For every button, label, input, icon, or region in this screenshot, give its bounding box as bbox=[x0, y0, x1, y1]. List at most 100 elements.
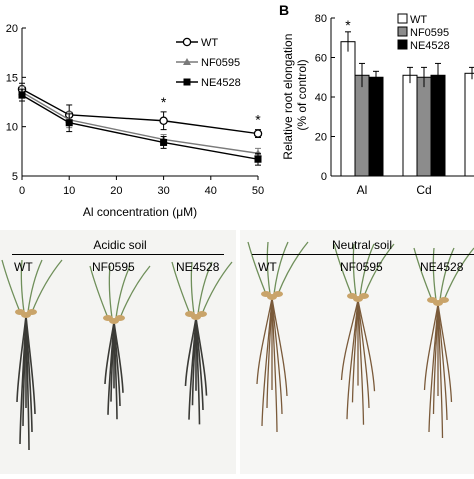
line-chart-legend-marker bbox=[183, 58, 191, 65]
bar-chart-y-axis-label: Relative root elongation (% of control) bbox=[281, 30, 309, 159]
seedling-shoot bbox=[333, 243, 353, 297]
seedling-shoot bbox=[413, 247, 433, 301]
seedling bbox=[171, 261, 233, 425]
acidic-soil-underline bbox=[12, 254, 224, 255]
bar-chart-legend-label: NE4528 bbox=[410, 40, 450, 52]
neutral-label-wt: WT bbox=[258, 260, 277, 274]
seedling-shoot bbox=[31, 259, 63, 313]
seedling-shoot bbox=[27, 259, 43, 313]
bar-chart-y-tick-label: 20 bbox=[315, 132, 327, 144]
bar-chart-legend-swatch bbox=[397, 26, 408, 37]
seedling-root bbox=[423, 303, 439, 391]
seedling-root bbox=[25, 315, 36, 415]
line-chart-legend-label: WT bbox=[201, 37, 218, 49]
bar-chart-bar bbox=[430, 74, 446, 177]
line-chart-legend-marker bbox=[183, 78, 191, 86]
line-chart-legend: WT NF0595 NE4528 bbox=[176, 37, 241, 89]
line-chart-x-tick-label: 50 bbox=[252, 185, 264, 197]
bar-chart-bar bbox=[340, 41, 356, 177]
seedling-root bbox=[357, 299, 365, 425]
neutral-soil-underline bbox=[252, 254, 474, 255]
line-chart-x-tick-label: 20 bbox=[110, 185, 122, 197]
bar-chart-bar bbox=[402, 74, 418, 177]
seedling-shoot bbox=[273, 241, 289, 295]
acidic-soil-roots-illustration bbox=[1, 259, 233, 451]
line-chart-series-line bbox=[21, 88, 259, 135]
bar-chart-category-label: Al bbox=[357, 183, 368, 197]
seedling-shoot bbox=[119, 265, 151, 319]
bar-chart-legend-swatch bbox=[397, 39, 408, 50]
seedling-shoot bbox=[171, 261, 191, 315]
seedling-root bbox=[437, 303, 448, 421]
line-chart-point bbox=[159, 116, 168, 125]
line-chart-y-tick-label: 10 bbox=[6, 122, 18, 134]
seedling bbox=[333, 243, 395, 425]
bar-chart-legend-label: WT bbox=[410, 14, 427, 26]
seedling-root bbox=[357, 299, 376, 392]
seedling-root bbox=[256, 297, 273, 385]
bar-chart-y-axis-label-line-2: (% of control) bbox=[295, 59, 309, 130]
seedling-shoot bbox=[363, 243, 395, 297]
seedling-root bbox=[271, 297, 278, 433]
seedling bbox=[413, 247, 474, 439]
neutral-soil-photo bbox=[240, 230, 474, 474]
acidic-soil-title: Acidic soil bbox=[93, 238, 147, 252]
seedling-root bbox=[351, 299, 359, 403]
seedling-shoot bbox=[197, 261, 213, 315]
line-chart-x-tick-label: 0 bbox=[19, 185, 25, 197]
bar-chart-bar bbox=[416, 76, 432, 177]
bar-chart-significance-mark: * bbox=[345, 17, 351, 33]
bar-chart-y-tick-label: 60 bbox=[315, 53, 327, 65]
line-chart-y-tick-label: 15 bbox=[6, 72, 18, 84]
seedling-root bbox=[271, 297, 283, 415]
line-chart-point bbox=[160, 138, 168, 146]
line-chart-x-axis-label: Al concentration (μM) bbox=[83, 205, 197, 219]
line-chart-y-tick-label: 5 bbox=[12, 171, 18, 183]
seedling-seed bbox=[273, 291, 283, 297]
seedling-shoot bbox=[20, 259, 25, 313]
seedling-shoot bbox=[439, 247, 455, 301]
neutral-label-ne4528: NE4528 bbox=[420, 260, 464, 274]
seedling bbox=[89, 265, 151, 420]
line-chart-series-line bbox=[21, 91, 259, 154]
seedling-seed bbox=[359, 293, 369, 299]
line-chart-x-tick-label: 10 bbox=[63, 185, 75, 197]
seedling-shoot bbox=[432, 247, 437, 301]
seedling-seed bbox=[197, 311, 207, 317]
seedling-shoot bbox=[359, 243, 375, 297]
line-chart-point bbox=[18, 91, 26, 99]
neutral-soil-roots-illustration bbox=[247, 241, 474, 439]
seedling-shoot bbox=[277, 241, 309, 295]
line-chart-axes: 5 10 15 20 0 10 20 30 40 50 bbox=[6, 23, 264, 197]
seedling-shoot bbox=[201, 261, 233, 315]
seedling-root bbox=[437, 303, 444, 439]
bar-chart-y-tick-label: 40 bbox=[315, 92, 327, 104]
seedling-shoot bbox=[89, 265, 109, 319]
bar-chart-category-label: Cd bbox=[416, 183, 431, 197]
line-chart-series-line bbox=[21, 94, 259, 160]
bar-chart-y-tick-label: 80 bbox=[315, 13, 327, 25]
line-chart-significance-mark: * bbox=[161, 94, 167, 110]
seedling-shoot bbox=[443, 247, 474, 301]
seedling-shoot bbox=[1, 259, 21, 313]
line-chart-point bbox=[253, 129, 263, 138]
neutral-soil-title: Neutral soil bbox=[331, 238, 393, 252]
bar-chart-bar bbox=[368, 76, 384, 177]
seedling-shoot bbox=[352, 243, 357, 297]
line-chart-marks: ** bbox=[17, 82, 263, 166]
seedling-root bbox=[340, 299, 359, 381]
seedling-root bbox=[271, 297, 288, 397]
bar-chart-bar bbox=[354, 74, 370, 177]
seedling-root bbox=[195, 317, 208, 396]
seedling-shoot bbox=[115, 265, 131, 319]
line-chart-y-tick-label: 20 bbox=[6, 23, 18, 35]
bar-chart-y-tick-label: 0 bbox=[321, 171, 327, 183]
seedling-shoot bbox=[247, 241, 267, 295]
line-chart-significance-mark: * bbox=[255, 112, 261, 128]
seedling-shoot bbox=[108, 265, 113, 319]
seedling-root bbox=[357, 299, 370, 409]
bar-chart-legend-label: NF0595 bbox=[410, 27, 449, 39]
seedling-seed bbox=[27, 309, 37, 315]
line-chart-point bbox=[254, 155, 262, 163]
